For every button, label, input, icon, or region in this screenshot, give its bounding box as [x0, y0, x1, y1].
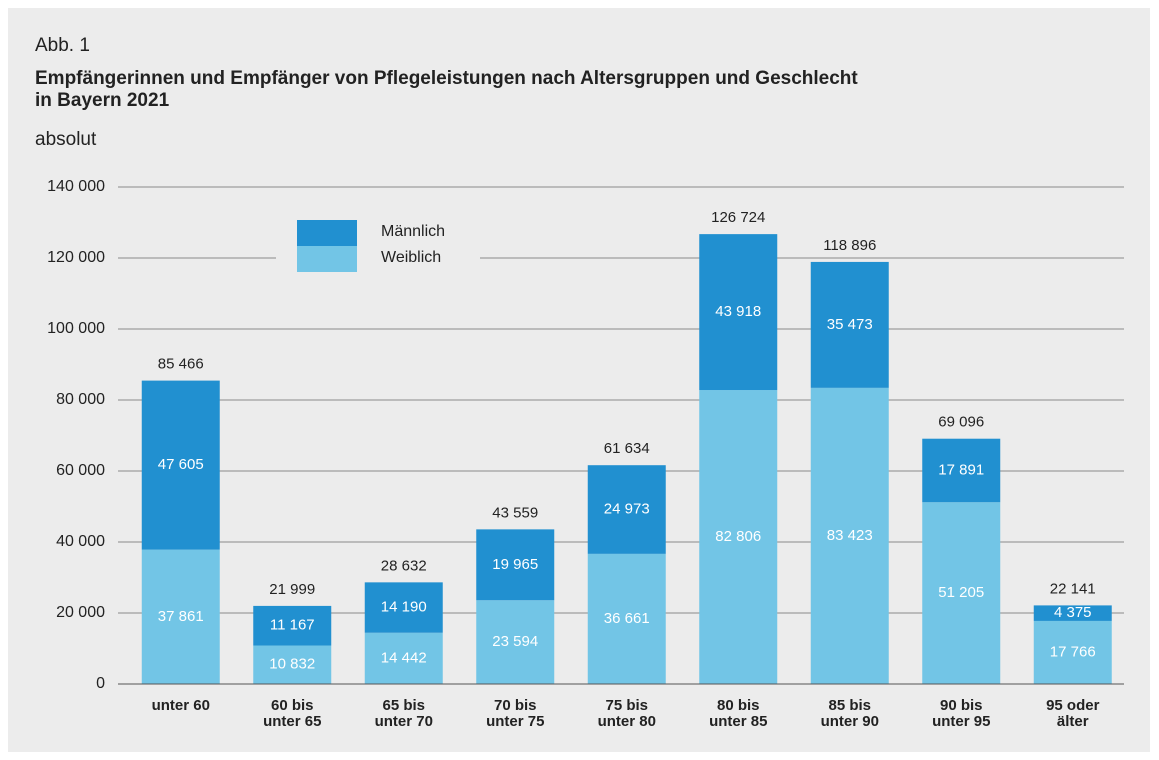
value-label: 37 861	[158, 608, 204, 625]
value-label: 17 891	[938, 461, 984, 478]
value-label: 51 205	[938, 584, 984, 601]
y-tick-label: 120 000	[47, 249, 105, 266]
total-label: 61 634	[604, 440, 650, 457]
total-label: 118 896	[823, 237, 876, 254]
value-label: 4 375	[1054, 604, 1092, 621]
bar-segment	[922, 502, 1001, 684]
total-label: 85 466	[158, 356, 204, 373]
bar-segment	[364, 632, 443, 684]
x-tick-label: 80 bis unter 85	[709, 697, 767, 730]
bar-segment	[922, 438, 1001, 503]
bar-segment	[141, 380, 220, 550]
chart-subtitle: absolut	[35, 129, 97, 150]
bar-segment	[699, 390, 778, 684]
bar-segment	[253, 645, 332, 684]
bar-segment	[587, 465, 666, 554]
bar-segment	[587, 553, 666, 684]
chart-title: Empfängerinnen und Empfänger von Pflegel…	[35, 68, 858, 111]
legend-swatch	[297, 220, 357, 246]
value-label: 24 973	[604, 500, 650, 517]
legend-label: Weiblich	[381, 249, 441, 266]
y-tick-label: 80 000	[56, 391, 105, 408]
x-tick-label: 85 bis unter 90	[821, 697, 879, 730]
bar-segment	[810, 261, 889, 388]
y-tick-label: 60 000	[56, 462, 105, 479]
value-label: 82 806	[715, 528, 761, 545]
value-label: 10 832	[269, 656, 315, 673]
value-label: 83 423	[827, 527, 873, 544]
bar-segment	[699, 234, 778, 391]
x-tick-label: 90 bis unter 95	[932, 697, 990, 730]
value-label: 23 594	[492, 633, 538, 650]
bar-segment	[141, 549, 220, 684]
value-label: 43 918	[715, 303, 761, 320]
value-label: 14 190	[381, 599, 427, 616]
value-label: 36 661	[604, 610, 650, 627]
value-label: 35 473	[827, 316, 873, 333]
bar-segment	[476, 600, 555, 684]
legend-label: Männlich	[381, 223, 445, 240]
y-tick-label: 140 000	[47, 178, 105, 195]
x-tick-label: 65 bis unter 70	[375, 697, 433, 730]
bar-segment	[1033, 620, 1112, 684]
bar-segment	[1033, 605, 1112, 621]
bar-segment	[810, 387, 889, 684]
bar-segment	[476, 529, 555, 601]
total-label: 69 096	[938, 414, 984, 431]
x-tick-label: 95 oder älter	[1046, 697, 1100, 730]
y-tick-label: 100 000	[47, 320, 105, 337]
total-label: 28 632	[381, 557, 427, 574]
y-tick-label: 20 000	[56, 604, 105, 621]
value-label: 14 442	[381, 649, 427, 666]
figure-label: Abb. 1	[35, 35, 90, 56]
total-label: 43 559	[492, 504, 538, 521]
bar-segment	[253, 605, 332, 646]
value-label: 11 167	[270, 617, 315, 634]
bar-segment	[364, 582, 443, 633]
value-label: 19 965	[492, 556, 538, 573]
y-tick-label: 40 000	[56, 533, 105, 550]
x-tick-label: 70 bis unter 75	[486, 697, 544, 730]
x-tick-label: unter 60	[152, 697, 210, 714]
total-label: 22 141	[1050, 580, 1096, 597]
y-tick-label: 0	[96, 675, 105, 692]
value-label: 47 605	[158, 456, 204, 473]
legend-swatch	[297, 246, 357, 272]
value-label: 17 766	[1050, 643, 1096, 660]
x-tick-label: 60 bis unter 65	[263, 697, 321, 730]
total-label: 21 999	[269, 581, 315, 598]
x-tick-label: 75 bis unter 80	[598, 697, 656, 730]
total-label: 126 724	[711, 209, 765, 226]
